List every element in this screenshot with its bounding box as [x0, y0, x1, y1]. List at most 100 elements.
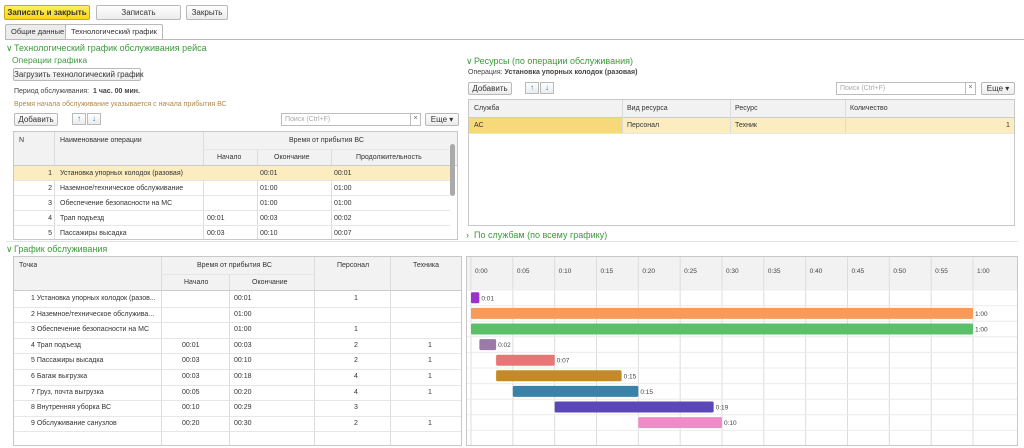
- gantt-tick-label: 0:25: [684, 268, 697, 275]
- schedule-point: 1 Установка упорных колодок (разов...: [31, 295, 156, 302]
- col-equipment[interactable]: Техника: [413, 262, 440, 269]
- move-down-icon[interactable]: ↓: [87, 113, 101, 125]
- gantt-tick-label: 0:40: [809, 268, 823, 275]
- schedule-point: 7 Груз, почта выгрузка: [31, 388, 104, 396]
- operations-search-input[interactable]: Поиск (Ctrl+F) ×: [281, 113, 421, 126]
- collapse-icon: ∨: [466, 56, 473, 66]
- col-end[interactable]: Окончание: [252, 279, 288, 286]
- operation-duration: 01:00: [334, 200, 352, 207]
- tech-schedule-header[interactable]: ∨Технологический график обслуживания рей…: [6, 43, 207, 53]
- gantt-bar[interactable]: [479, 339, 497, 351]
- schedule-point: 4 Трап подъезд: [31, 341, 81, 349]
- schedule-header[interactable]: ∨График обслуживания: [6, 244, 108, 254]
- schedule-start: 00:05: [182, 388, 200, 396]
- scrollbar[interactable]: [450, 144, 455, 196]
- save-button[interactable]: Записать: [96, 5, 181, 20]
- gantt-bar[interactable]: [554, 401, 714, 413]
- col-resource-kind[interactable]: Вид ресурса: [627, 105, 668, 112]
- gantt-bar[interactable]: [496, 370, 622, 382]
- schedule-start: 00:01: [182, 341, 200, 349]
- row-number: 5: [48, 230, 52, 237]
- operation-duration: 00:02: [334, 215, 352, 222]
- schedule-staff: 4: [354, 373, 358, 380]
- gantt-bar[interactable]: [638, 417, 722, 429]
- gantt-bar-label: 1:00: [975, 327, 988, 334]
- gantt-tick-label: 0:45: [851, 268, 865, 275]
- schedule-staff: 3: [354, 404, 358, 412]
- col-start[interactable]: Начало: [217, 154, 242, 161]
- schedule-end: 00:10: [234, 357, 252, 365]
- gantt-bar[interactable]: [512, 385, 639, 397]
- gantt-tick-label: 0:15: [600, 268, 614, 275]
- close-button[interactable]: Закрыть: [186, 5, 228, 20]
- add-resource-button[interactable]: Добавить: [468, 82, 512, 95]
- collapse-icon: ∨: [6, 43, 13, 53]
- clear-icon[interactable]: ×: [410, 113, 420, 126]
- resource-quantity: 1: [1006, 122, 1010, 129]
- operations-title: Операции графика: [12, 55, 88, 65]
- gantt-tick-label: 0:35: [767, 268, 781, 275]
- col-point[interactable]: Точка: [19, 262, 38, 269]
- table-row[interactable]: [14, 166, 450, 181]
- col-end[interactable]: Окончание: [274, 154, 310, 161]
- gantt-tick-label: 0:30: [726, 268, 739, 275]
- schedule-staff: 2: [354, 357, 358, 365]
- resource-name: Техник: [735, 122, 757, 129]
- gantt-bar-label: 0:10: [724, 420, 737, 427]
- tab-general[interactable]: Общие данные: [5, 24, 71, 39]
- schedule-end: 00:30: [234, 419, 252, 427]
- col-operation-name[interactable]: Наименование операции: [60, 137, 142, 144]
- gantt-bar[interactable]: [471, 307, 973, 319]
- resources-search-input[interactable]: Поиск (Ctrl+F) ×: [836, 82, 976, 95]
- resources-table-header: [469, 100, 1014, 117]
- col-service[interactable]: Служба: [474, 105, 500, 112]
- gantt-bar[interactable]: [471, 323, 973, 335]
- operations-more-button[interactable]: Еще ▾: [425, 113, 459, 126]
- col-start[interactable]: Начало: [184, 279, 209, 286]
- save-and-close-button[interactable]: Записать и закрыть: [4, 5, 90, 20]
- clear-icon[interactable]: ×: [965, 82, 975, 95]
- schedule-point: 9 Обслуживание санузлов: [31, 419, 117, 427]
- col-quantity[interactable]: Количество: [850, 105, 888, 112]
- operation-name: Установка упорных колодок (разовая): [60, 170, 183, 177]
- period-label: Период обслуживания: 1 час. 00 мин.: [14, 88, 140, 95]
- schedule-end: 00:03: [234, 341, 252, 349]
- gantt-bar[interactable]: [471, 292, 480, 304]
- schedule-staff: 1: [354, 295, 358, 302]
- operation-name: Пассажиры высадка: [60, 230, 127, 237]
- by-services-header[interactable]: › По службам (по всему графику): [466, 230, 608, 240]
- move-up-icon[interactable]: ↑: [525, 82, 539, 94]
- row-number: 3: [48, 200, 52, 207]
- operation-name: Наземное/техническое обслуживание: [60, 185, 184, 192]
- gantt-bar-label: 0:19: [716, 405, 729, 412]
- operation-end: 00:10: [260, 230, 278, 237]
- gantt-bar-label: 1:00: [975, 311, 988, 318]
- col-duration[interactable]: Продолжительность: [356, 154, 422, 161]
- expand-icon: ›: [466, 230, 469, 240]
- tab-tech-schedule[interactable]: Технологический график: [65, 24, 163, 40]
- operation-duration: 00:07: [334, 230, 352, 237]
- col-resource[interactable]: Ресурс: [735, 105, 758, 112]
- schedule-end: 00:20: [234, 388, 252, 396]
- row-number: 1: [48, 170, 52, 177]
- schedule-equipment: 1: [428, 341, 432, 349]
- add-operation-button[interactable]: Добавить: [14, 113, 58, 126]
- move-up-icon[interactable]: ↑: [72, 113, 86, 125]
- load-schedule-button[interactable]: Загрузить технологический график: [13, 68, 144, 81]
- gantt-tick-label: 0:05: [516, 268, 530, 275]
- schedule-end: 00:29: [234, 404, 252, 412]
- schedule-point: 6 Багаж выгрузка: [31, 373, 88, 380]
- schedule-point: 8 Внутренняя уборка ВС: [31, 404, 112, 412]
- schedule-end: 00:01: [234, 295, 252, 302]
- gantt-tick-label: 0:10: [558, 268, 572, 275]
- col-time-group: Время от прибытия ВС: [197, 262, 272, 269]
- col-staff[interactable]: Персонал: [337, 262, 370, 269]
- resources-header[interactable]: ∨Ресурсы (по операции обслуживания): [466, 56, 633, 66]
- gantt-chart: 0:01 1:00 1:00 0:02 0:07 0:15 0:15 0:19 0:10: [466, 256, 1018, 446]
- gantt-bar[interactable]: [496, 354, 555, 366]
- move-down-icon[interactable]: ↓: [540, 82, 554, 94]
- col-n[interactable]: N: [19, 137, 25, 144]
- resources-more-button[interactable]: Еще ▾: [981, 82, 1015, 95]
- schedule-start: 00:10: [182, 404, 200, 412]
- gantt-bar-label: 0:07: [557, 358, 570, 365]
